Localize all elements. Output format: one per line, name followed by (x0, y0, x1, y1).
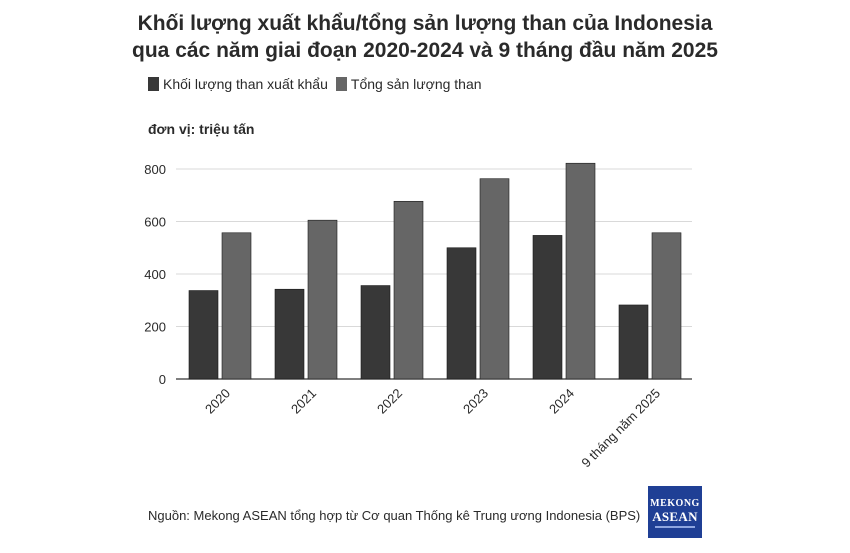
x-tick-label-1: 2021 (288, 386, 319, 417)
x-tick-label-3: 2023 (460, 386, 491, 417)
production-bar-3 (479, 178, 510, 380)
legend-item-export: Khối lượng than xuất khẩu (148, 76, 328, 92)
export-bar-2 (360, 285, 391, 380)
production-bar-1 (307, 219, 338, 380)
source-note: Nguồn: Mekong ASEAN tổng hợp từ Cơ quan … (148, 508, 641, 523)
y-tick-label-3: 600 (144, 215, 166, 230)
x-tick-label-0: 2020 (202, 386, 233, 417)
production-bar-0 (221, 232, 252, 380)
legend: Khối lượng than xuất khẩu Tổng sản lượng… (148, 76, 490, 92)
legend-label-export: Khối lượng than xuất khẩu (163, 76, 328, 92)
legend-swatch-export (148, 77, 159, 91)
mekong-asean-logo: MEKONG ASEAN (648, 486, 702, 538)
legend-item-production: Tổng sản lượng than (335, 76, 482, 92)
export-bar-5 (618, 304, 649, 380)
production-bar-2 (393, 200, 424, 380)
chart-title-line2: qua các năm giai đoạn 2020-2024 và 9 thá… (132, 39, 718, 62)
production-bar-5 (651, 232, 682, 380)
export-bar-3 (446, 247, 477, 380)
x-tick-label-5: 9 tháng năm 2025 (578, 386, 663, 471)
logo-line2: ASEAN (652, 508, 698, 524)
export-bar-4 (532, 235, 563, 380)
logo-line1: MEKONG (650, 497, 700, 509)
unit-label: đơn vị: triệu tấn (148, 121, 255, 137)
bar-chart: 0 200 400 600 800 2020 2021 2022 2023 2024 9 tháng… (144, 162, 692, 471)
legend-label-production: Tổng sản lượng than (350, 76, 482, 92)
logo-underline (655, 525, 695, 528)
chart-title-line1: Khối lượng xuất khẩu/tổng sản lượng than… (137, 12, 713, 35)
x-tick-label-2: 2022 (374, 386, 405, 417)
y-tick-label-0: 0 (159, 372, 166, 387)
chart-title: Khối lượng xuất khẩu/tổng sản lượng than… (0, 10, 850, 64)
x-tick-label-4: 2024 (546, 386, 577, 417)
export-bar-1 (274, 288, 305, 380)
legend-swatch-production (335, 77, 347, 91)
y-tick-label-2: 400 (144, 267, 166, 282)
y-tick-label-1: 200 (144, 320, 166, 335)
production-bar-4 (565, 162, 596, 380)
y-tick-label-4: 800 (144, 162, 166, 177)
export-bar-0 (188, 290, 219, 380)
